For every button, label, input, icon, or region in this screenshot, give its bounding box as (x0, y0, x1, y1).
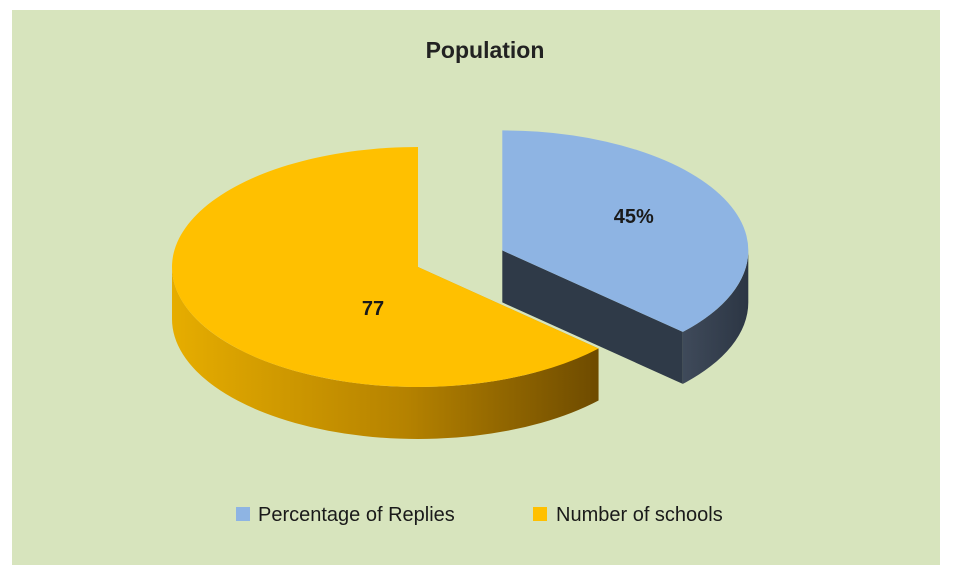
chart-title: Population (426, 37, 545, 63)
pie-wall-percentage-of-replies-1 (502, 250, 683, 384)
pie-side-percentage-of-replies (682, 250, 749, 384)
data-label-number-of-schools: 77 (362, 298, 384, 320)
legend-swatch-number-of-schools (533, 507, 547, 521)
legend-swatch-percentage-of-replies (236, 507, 250, 521)
legend-label-number-of-schools: Number of schools (556, 504, 723, 526)
data-label-percentage-of-replies: 45% (614, 206, 654, 228)
legend-label-percentage-of-replies: Percentage of Replies (258, 504, 455, 526)
pie-slice-percentage-of-replies (502, 130, 749, 332)
chart-background (12, 10, 940, 565)
pie-slice-number-of-schools (171, 147, 599, 387)
pie-plot-area: 45% 77 (171, 130, 749, 439)
legend: Percentage of Replies Number of schools (236, 504, 723, 526)
pie-side-number-of-schools (172, 267, 599, 439)
